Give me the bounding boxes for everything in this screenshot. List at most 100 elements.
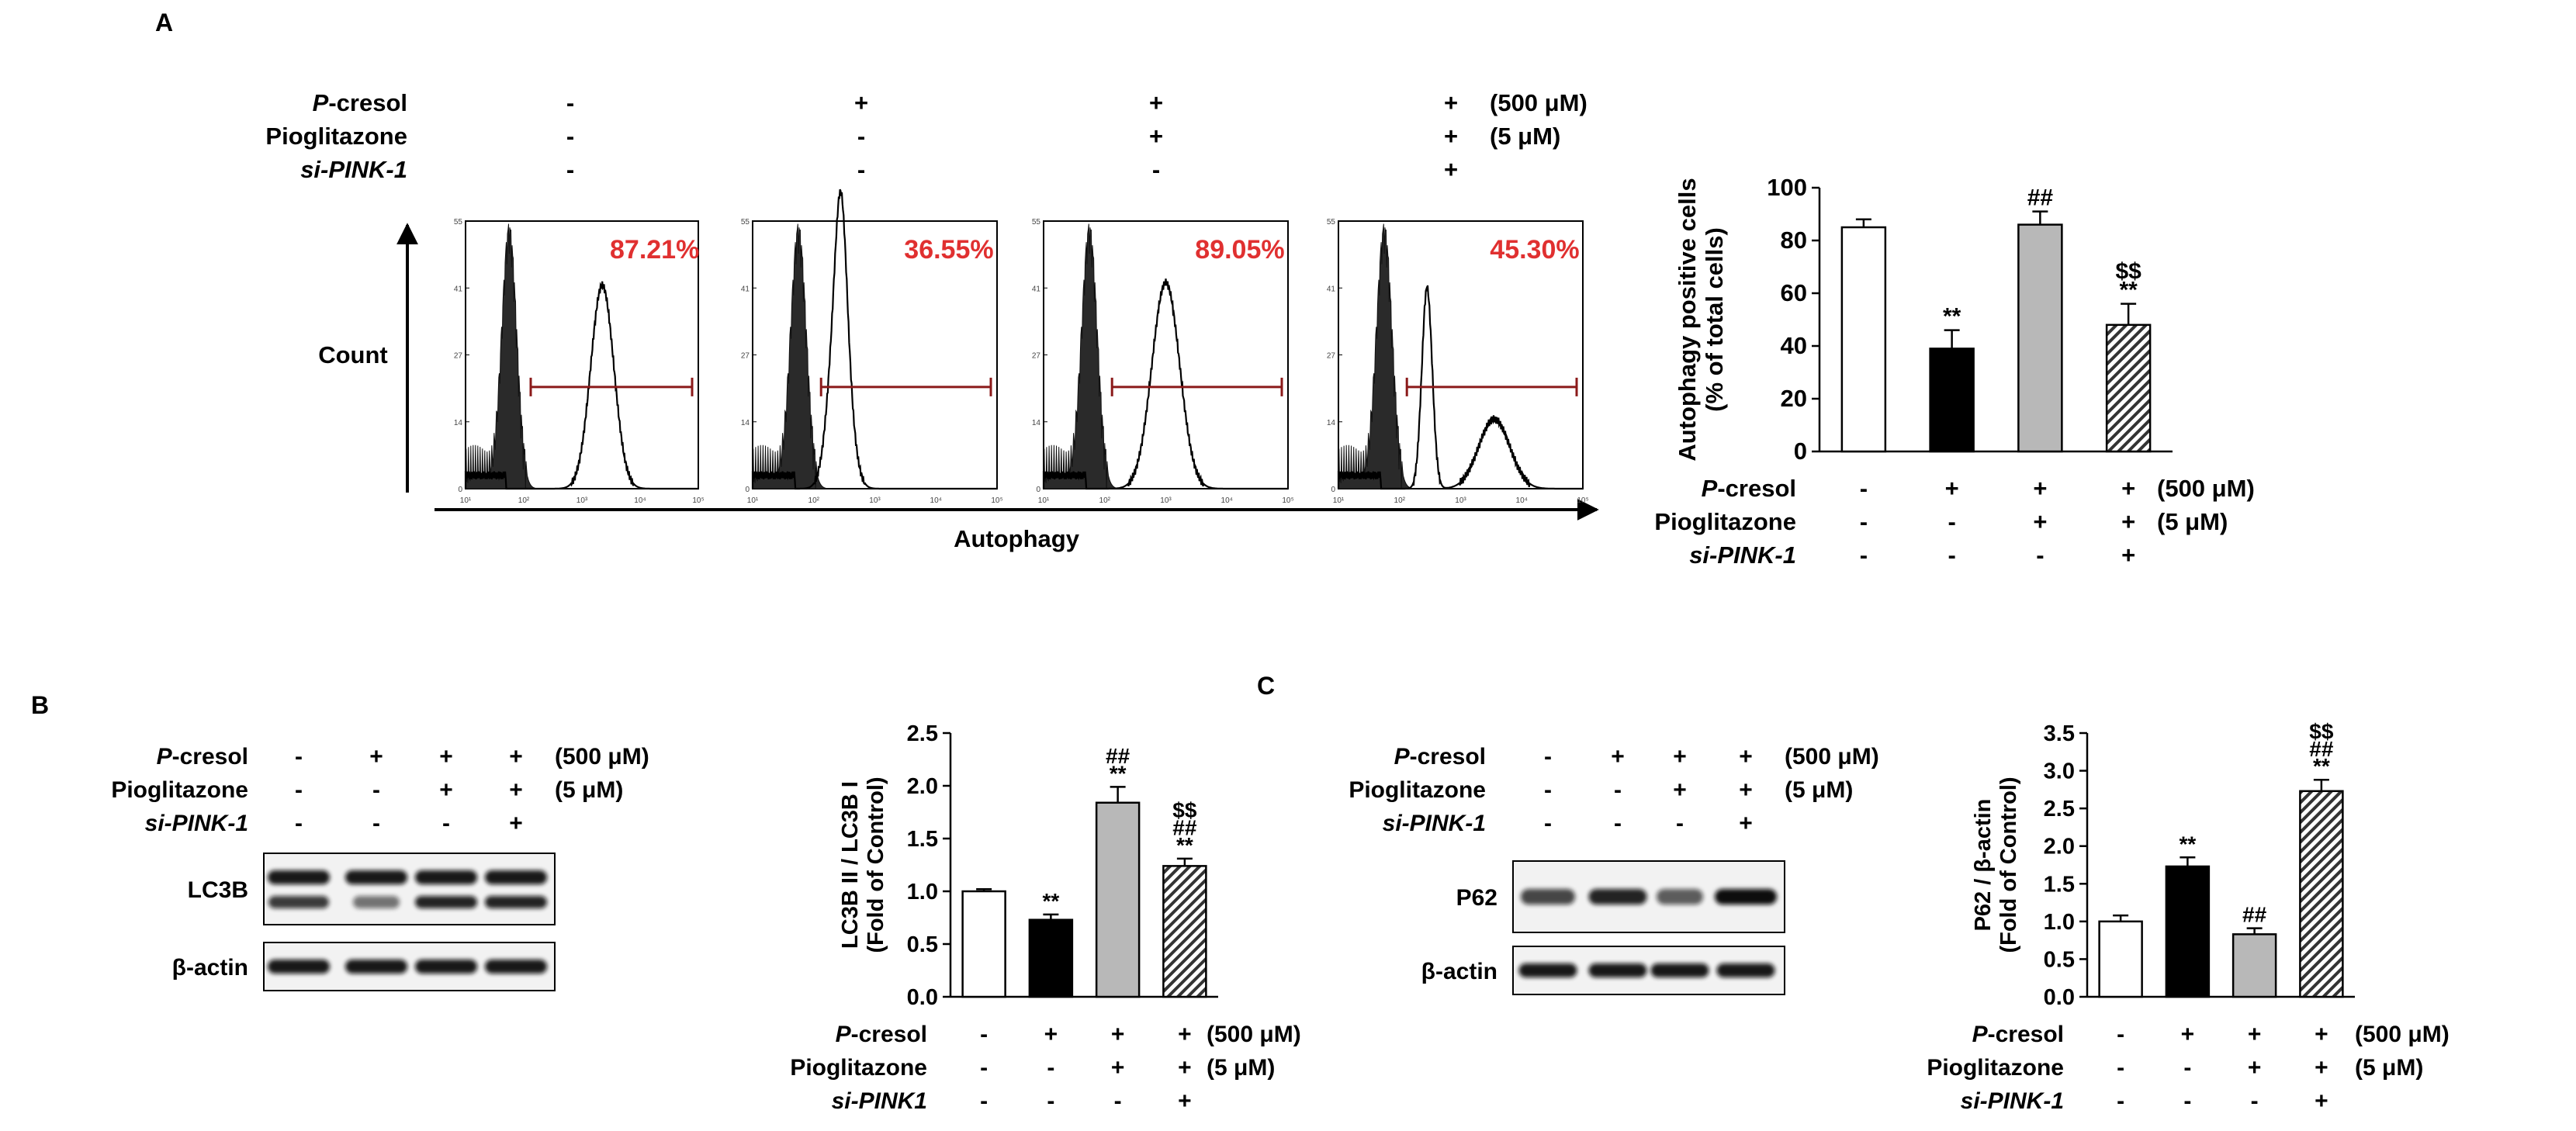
x-tick-label: 10⁴ [634,496,646,505]
y-tick-label: 14 [1327,419,1336,427]
condition-sign: + [1739,811,1753,836]
blots-b: P-cresol Pioglitazone si-PINK-1 (500 μM) (5 … [111,744,649,991]
condition-sign: - [1544,811,1552,836]
p62-blot: P62 [1456,860,1785,933]
significance-mark: $$ [2115,259,2141,285]
condition-sign: + [2033,508,2047,535]
condition-sign: + [1611,744,1625,770]
lc3b-blot: LC3B [188,853,556,925]
condition-sign: + [509,777,523,803]
condition-sign: - [857,156,865,183]
band [353,896,400,908]
sipink-label: si-PINK-1 [300,156,407,183]
condition-sign: - [2251,1088,2259,1114]
condition-sign: - [2117,1088,2124,1114]
condition-sign: - [980,1022,988,1047]
x-tick-label: 10¹ [1333,496,1345,505]
bar [2165,865,2211,998]
y-tick-label: 55 [1327,218,1336,227]
count-axis-label: Count [318,341,388,368]
y-tick-label: 55 [454,218,463,227]
y-tick-label: 2.5 [907,721,938,746]
condition-sign: + [1044,1022,1058,1047]
condition-sign: + [854,89,868,116]
y-tick-label: 3.0 [2044,759,2075,784]
bar [1840,226,1887,453]
bar [1929,348,1975,453]
condition-sign: - [1948,508,1955,535]
band [1657,889,1703,904]
pcresol-label: P-cresol [836,1022,927,1047]
band [485,960,547,974]
control-histogram [752,223,833,489]
y-tick-label: 1.0 [907,880,938,904]
bar [1162,865,1207,998]
condition-sign: - [980,1055,988,1081]
significance-mark: ** [1943,304,1961,330]
condition-sign: - [295,744,303,770]
blot-label: β-actin [172,955,248,981]
pioglitazone-label: Pioglitazone [265,123,407,150]
pcresol-conc: (500 μM) [1207,1022,1301,1047]
condition-sign: + [2181,1022,2195,1047]
y-axis-label: (% of total cells) [1701,227,1728,412]
pio-conc: (5 μM) [555,777,623,803]
percent-label: 89.05% [1195,235,1284,265]
condition-sign: + [1149,123,1163,150]
band [485,870,547,884]
band [415,960,477,974]
condition-sign: + [1444,123,1458,150]
condition-sign: + [1149,89,1163,116]
band [345,870,407,884]
x-tick-label: 10³ [1455,496,1466,505]
y-tick-label: 14 [741,419,750,427]
y-tick-label: 2.0 [2044,835,2075,859]
sipink-label: si-PINK-1 [145,811,248,836]
band [1521,889,1575,904]
y-tick-label: 2.5 [2044,797,2075,821]
histogram-3: 55 41 27 14 0 10¹ 10² 10³ 10⁴ 10⁵ 89.05% [1032,218,1294,505]
y-tick-label: 14 [1032,419,1041,427]
condition-sign: + [1739,744,1753,770]
condition-sign: + [2315,1088,2328,1114]
pio-conc: (5 μM) [1490,123,1560,150]
x-tick-label: 10⁵ [1282,496,1293,505]
condition-sign: - [442,811,450,836]
band [268,960,330,974]
significance-mark: ## [2242,903,2267,927]
condition-sign: - [566,156,574,183]
pcresol-label: P-cresol [157,744,248,770]
condition-sign: + [1945,475,1959,502]
bar [961,890,1006,998]
sample-histogram [1337,285,1583,490]
x-tick-label: 10¹ [460,496,472,505]
condition-sign: - [1047,1088,1054,1114]
y-tick-label: 27 [454,352,463,361]
condition-sign: - [1544,744,1552,770]
y-tick-label: 0.0 [907,985,938,1010]
condition-sign: - [1948,541,1955,569]
y-tick-label: 0 [1794,438,1807,465]
y-tick-label: 14 [454,419,463,427]
bar [2098,920,2143,998]
y-tick-label: 0.5 [2044,947,2075,972]
control-histogram [465,223,542,489]
bar [2299,790,2344,998]
y-tick-label: 41 [454,285,463,293]
pcresol-conc: (500 μM) [1785,744,1879,770]
band [268,896,329,908]
histogram-4: 55 41 27 14 0 10¹ 10² 10³ 10⁴ 10⁵ 45.30% [1327,218,1589,505]
y-tick-label: 55 [1032,218,1041,227]
blot-label: LC3B [188,877,248,903]
y-axis-label: (Fold of Control) [864,776,888,953]
band [268,870,330,884]
x-tick-label: 10² [808,496,820,505]
band [1650,963,1709,977]
band [1588,889,1647,904]
autophagy-axis-label: Autophagy [954,525,1080,552]
x-tick-label: 10⁴ [1221,496,1233,505]
significance-mark: ## [2309,737,2334,761]
condition-sign: - [2183,1088,2191,1114]
condition-sign: - [1544,777,1552,803]
x-tick-label: 10⁴ [930,496,942,505]
